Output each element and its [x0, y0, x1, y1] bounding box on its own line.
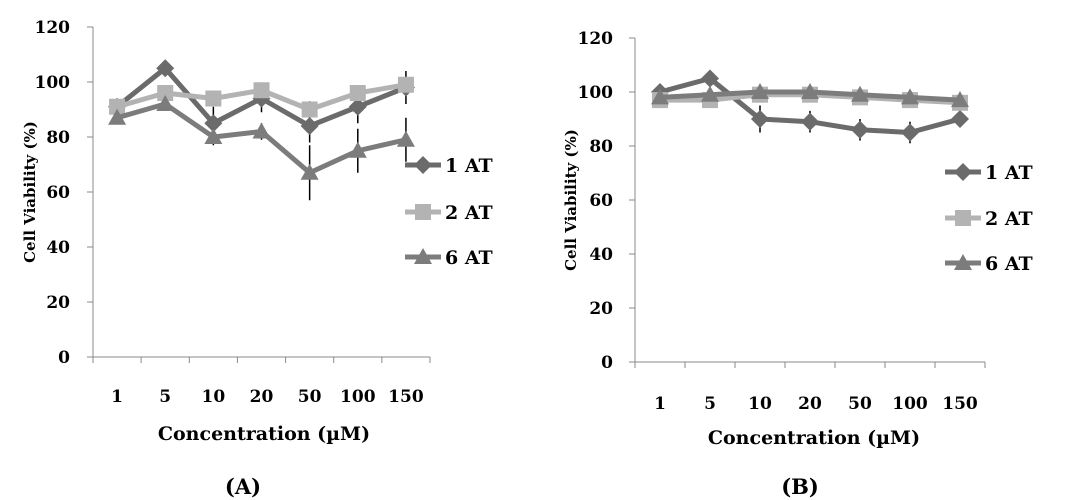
legend-label: 2 AT — [445, 202, 493, 224]
chart-a: 0 20 40 60 80 100 120 1 5 10 20 50 100 150 Concentrati… — [21, 18, 493, 499]
legend-marker — [415, 204, 431, 220]
x-tick-label: 20 — [798, 394, 822, 414]
legend-marker — [414, 248, 432, 264]
data-point — [156, 95, 175, 111]
legend-item: 1 AT — [945, 162, 1033, 184]
legend-item: 1 AT — [405, 155, 493, 177]
data-point — [397, 76, 414, 93]
data-point — [300, 117, 319, 135]
data-point — [751, 83, 769, 99]
data-point — [801, 83, 819, 99]
legend: 1 AT 2 AT 6 AT — [405, 155, 493, 269]
x-axis-title: Concentration (µM) — [708, 427, 920, 449]
y-tick-label: 80 — [46, 128, 70, 148]
legend-label: 6 AT — [445, 247, 493, 269]
x-tick-label: 10 — [202, 387, 226, 407]
legend-label: 1 AT — [985, 162, 1033, 184]
legend-marker — [955, 210, 971, 226]
y-tick-label: 100 — [35, 73, 71, 93]
data-point — [204, 128, 223, 144]
y-tick-label: 40 — [589, 245, 613, 265]
data-point — [701, 85, 719, 102]
series-6-at — [108, 95, 415, 201]
data-point — [651, 88, 669, 105]
data-point — [951, 91, 969, 108]
y-axis-title: Cell Viability (%) — [21, 121, 39, 263]
data-point — [751, 110, 769, 128]
chart-b: 0 20 40 60 80 100 120 1 5 10 20 50 100 150 Concentrati… — [562, 29, 1033, 499]
data-point — [396, 130, 415, 147]
data-point — [205, 90, 222, 107]
legend-label: 1 AT — [445, 155, 493, 177]
data-point — [108, 108, 127, 125]
legend: 1 AT 2 AT 6 AT — [945, 162, 1033, 275]
y-tick-label: 60 — [589, 191, 613, 211]
y-tick-label: 100 — [578, 83, 614, 103]
x-tick-label: 150 — [388, 387, 424, 407]
x-tick-label: 10 — [748, 394, 772, 414]
data-point — [901, 88, 919, 105]
panel-label: (A) — [225, 474, 261, 499]
data-point — [851, 120, 869, 139]
data-point — [901, 123, 919, 142]
data-point — [301, 101, 318, 118]
legend-label: 6 AT — [985, 253, 1033, 275]
data-point — [348, 97, 367, 116]
data-point — [348, 141, 367, 158]
data-point — [109, 98, 126, 115]
data-point — [300, 163, 319, 180]
x-tick-label: 100 — [340, 387, 376, 407]
legend-marker — [414, 156, 432, 174]
y-tick-label: 20 — [589, 299, 613, 319]
y-tick-label: 60 — [46, 183, 70, 203]
y-tick-label: 0 — [601, 353, 613, 373]
legend-label: 2 AT — [985, 208, 1033, 230]
panel-label: (B) — [781, 474, 819, 499]
data-point — [349, 85, 366, 101]
y-axis-title: Cell Viability (%) — [562, 129, 580, 271]
x-tick-label: 1 — [654, 394, 666, 414]
data-point — [204, 114, 223, 133]
legend-item: 6 AT — [945, 253, 1033, 275]
x-tick-label: 1 — [111, 387, 123, 407]
data-point — [253, 82, 270, 99]
data-point — [157, 85, 174, 101]
x-tick-label: 50 — [298, 387, 322, 407]
data-point — [801, 112, 819, 131]
y-tick-label: 120 — [578, 29, 614, 49]
legend-marker — [954, 254, 972, 270]
x-tick-label: 50 — [848, 394, 872, 414]
y-tick-label: 20 — [46, 293, 70, 313]
x-tick-label: 5 — [159, 387, 171, 407]
data-point — [851, 85, 869, 102]
x-tick-label: 20 — [250, 387, 274, 407]
x-tick-label: 5 — [704, 394, 716, 414]
series-1-at — [651, 69, 969, 144]
series-6-at — [651, 83, 969, 108]
x-tick-label: 150 — [942, 394, 978, 414]
legend-item: 2 AT — [945, 208, 1033, 230]
legend-marker — [954, 163, 972, 181]
x-axis-title: Concentration (µM) — [158, 423, 370, 445]
data-point — [701, 69, 719, 88]
data-point — [252, 122, 271, 139]
data-point — [951, 110, 969, 128]
y-tick-label: 80 — [589, 137, 613, 157]
y-tick-label: 0 — [58, 348, 70, 368]
legend-item: 6 AT — [405, 247, 493, 269]
y-tick-label: 120 — [35, 18, 71, 38]
legend-item: 2 AT — [405, 202, 493, 224]
x-tick-label: 100 — [892, 394, 928, 414]
data-point — [156, 59, 175, 78]
y-tick-label: 40 — [46, 238, 70, 258]
